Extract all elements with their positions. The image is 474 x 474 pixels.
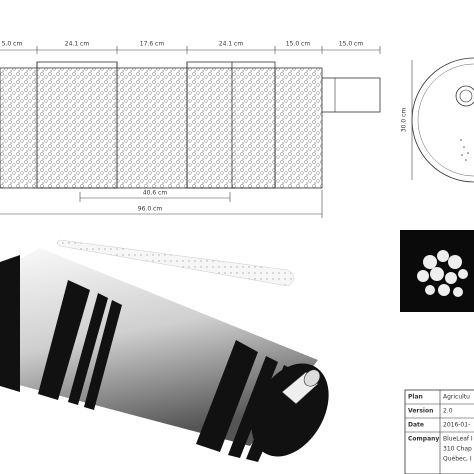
row-label: Version — [408, 408, 433, 415]
dimension-label: 30.0 cm — [401, 108, 408, 133]
row-label: Date — [408, 422, 424, 429]
dimension-lines — [0, 46, 413, 218]
dimension-label: 17.6 cm — [140, 41, 165, 48]
tube-render — [0, 239, 329, 462]
row-label: Company — [408, 436, 439, 443]
filter-side-view — [0, 61, 381, 189]
dimension-label: 40.6 cm — [143, 190, 168, 197]
end-view — [411, 57, 474, 183]
address-line: Québec, I — [443, 456, 472, 463]
row-value: BlueLeaf I — [443, 436, 473, 443]
row-label: Plan — [408, 394, 423, 401]
spheres-photo — [400, 230, 474, 312]
dimension-label: 15.0 cm — [339, 41, 364, 48]
row-value: Agricultu — [443, 394, 470, 401]
row-value: 2016-01- — [443, 422, 470, 429]
dimension-label: 24.1 cm — [65, 41, 90, 48]
dimension-label: 24.1 cm — [219, 41, 244, 48]
address-line: 310 Chap — [443, 446, 472, 453]
row-value: 2.0 — [443, 408, 453, 415]
dimension-label: 96.0 cm — [138, 206, 163, 213]
dimension-label: 5.0 cm — [2, 41, 23, 48]
dimension-label: 15.0 cm — [286, 41, 311, 48]
